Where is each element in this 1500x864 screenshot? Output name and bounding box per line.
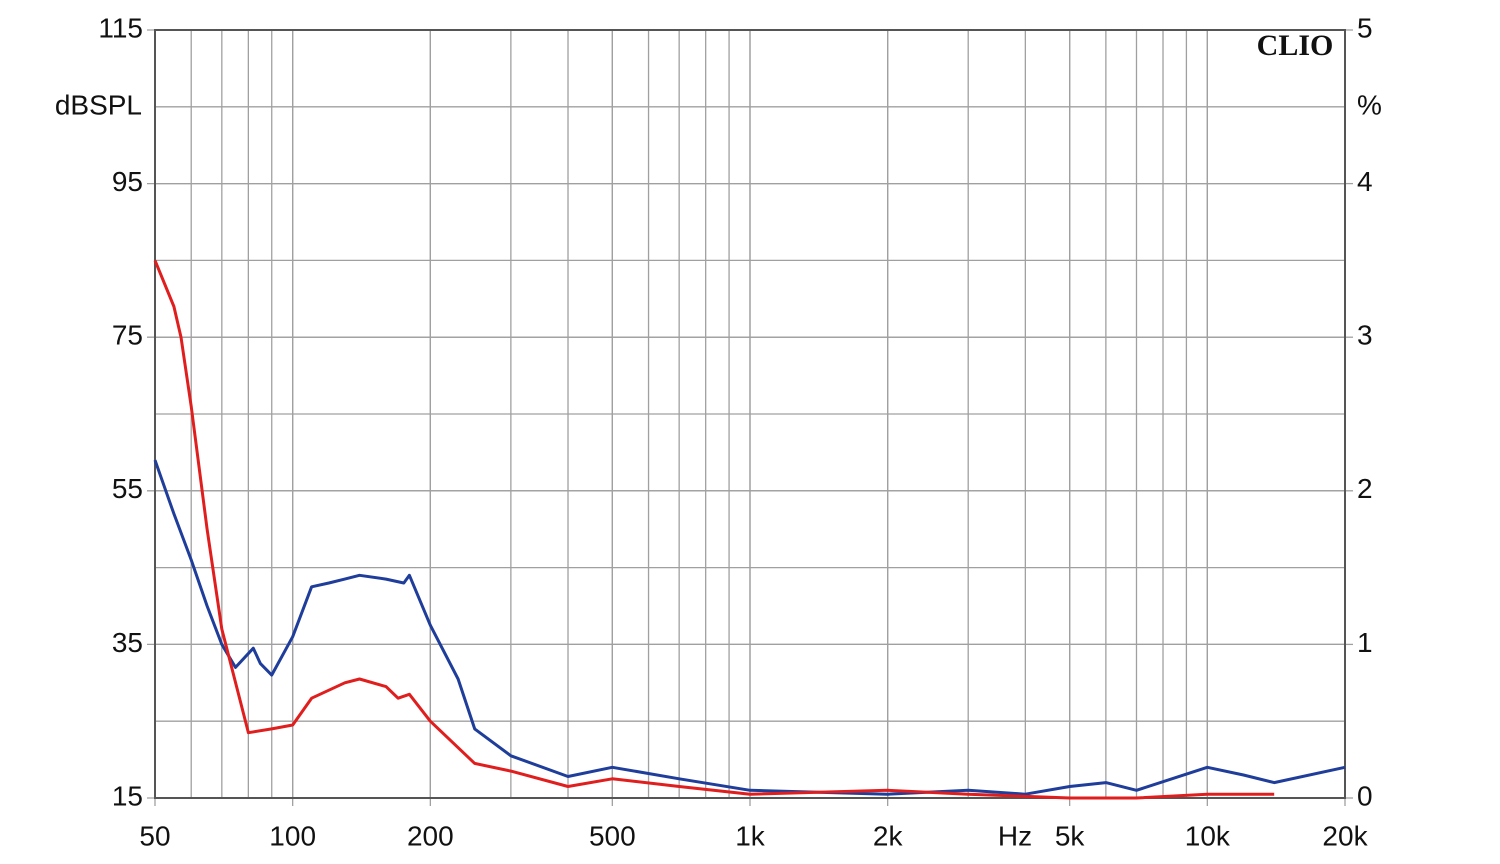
y-tick-label: 115: [98, 12, 143, 43]
x-tick-label: 1k: [735, 820, 766, 851]
y-tick-label: 75: [112, 320, 143, 351]
y-tick-label: 15: [112, 780, 143, 811]
series-line: [153, 259, 1275, 800]
x-tick-label: 2k: [873, 820, 904, 851]
x-tick-label: 200: [407, 820, 454, 851]
y2-tick-label: 5: [1357, 12, 1373, 43]
y2-tick-label: 3: [1357, 320, 1373, 351]
brand-label: CLIO: [1257, 29, 1334, 62]
y2-tick-label: 4: [1357, 166, 1373, 197]
plot-frame: [154, 29, 1346, 799]
y2-axis-label: %: [1357, 89, 1382, 120]
x-tick-label: 5k: [1055, 820, 1086, 851]
series-line: [153, 459, 1346, 796]
x-tick-label: 10k: [1185, 820, 1231, 851]
y2-tick-label: 1: [1357, 627, 1373, 658]
y2-tick-label: 0: [1357, 780, 1373, 811]
x-tick-label: 20k: [1322, 820, 1368, 851]
y-axis-label: dBSPL: [55, 89, 142, 120]
x-tick-label: 100: [269, 820, 316, 851]
x-tick-label: 500: [589, 820, 636, 851]
y2-tick-label: 2: [1357, 473, 1373, 504]
y-tick-label: 35: [112, 627, 143, 658]
y-tick-label: 95: [112, 166, 143, 197]
x-tick-label: 50: [139, 820, 170, 851]
x-unit-label: Hz: [998, 820, 1032, 851]
y-tick-label: 55: [112, 473, 143, 504]
